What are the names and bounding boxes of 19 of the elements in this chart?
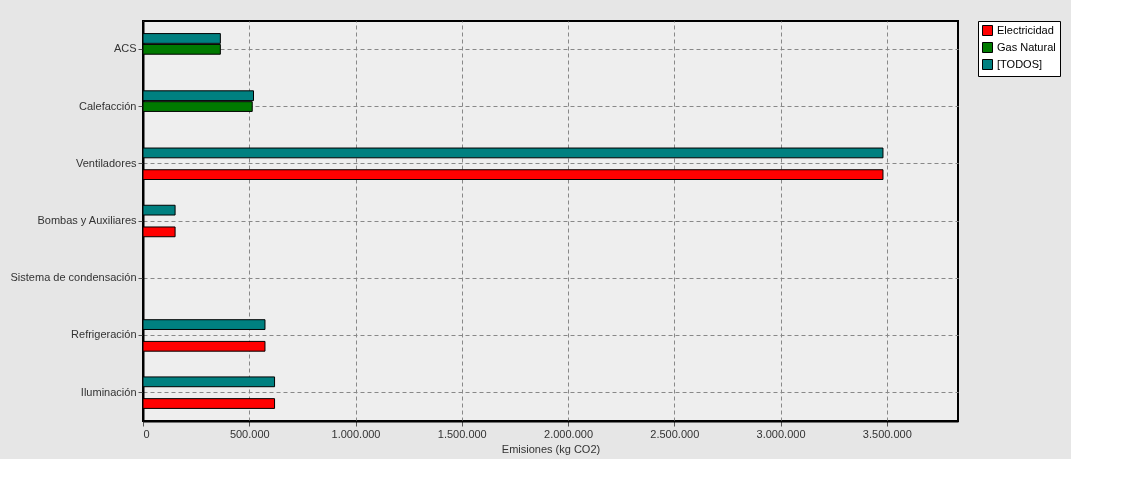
x-tick-label: 500.000 — [229, 427, 270, 440]
x-tick-label: 2.500.000 — [650, 427, 700, 440]
x-tick-label: 1.000.000 — [331, 427, 381, 440]
x-tick-label: 2.000.000 — [544, 427, 593, 440]
y-tick-label: Sistema de condensación — [10, 271, 137, 284]
y-tick-label: Refrigeración — [71, 328, 137, 341]
legend-label: Electricidad — [997, 23, 1054, 36]
y-tick-label: Bombas y Auxiliares — [37, 214, 137, 226]
y-tick-label: Ventiladores — [75, 156, 137, 169]
x-axis-title: Emisiones (kg CO2) — [501, 442, 601, 455]
legend-label: Gas Natural — [997, 40, 1056, 53]
y-tick-label: ACS — [113, 42, 137, 55]
y-tick-label: Iluminación — [80, 385, 137, 398]
x-tick-label: 3.500.000 — [862, 427, 912, 440]
x-tick-label: 0 — [143, 427, 150, 440]
x-tick-label: 3.000.000 — [756, 427, 806, 440]
x-tick-label: 1.500.000 — [437, 427, 487, 440]
legend-label: [TODOS] — [997, 57, 1043, 70]
y-tick-label: Calefacción — [79, 99, 137, 112]
